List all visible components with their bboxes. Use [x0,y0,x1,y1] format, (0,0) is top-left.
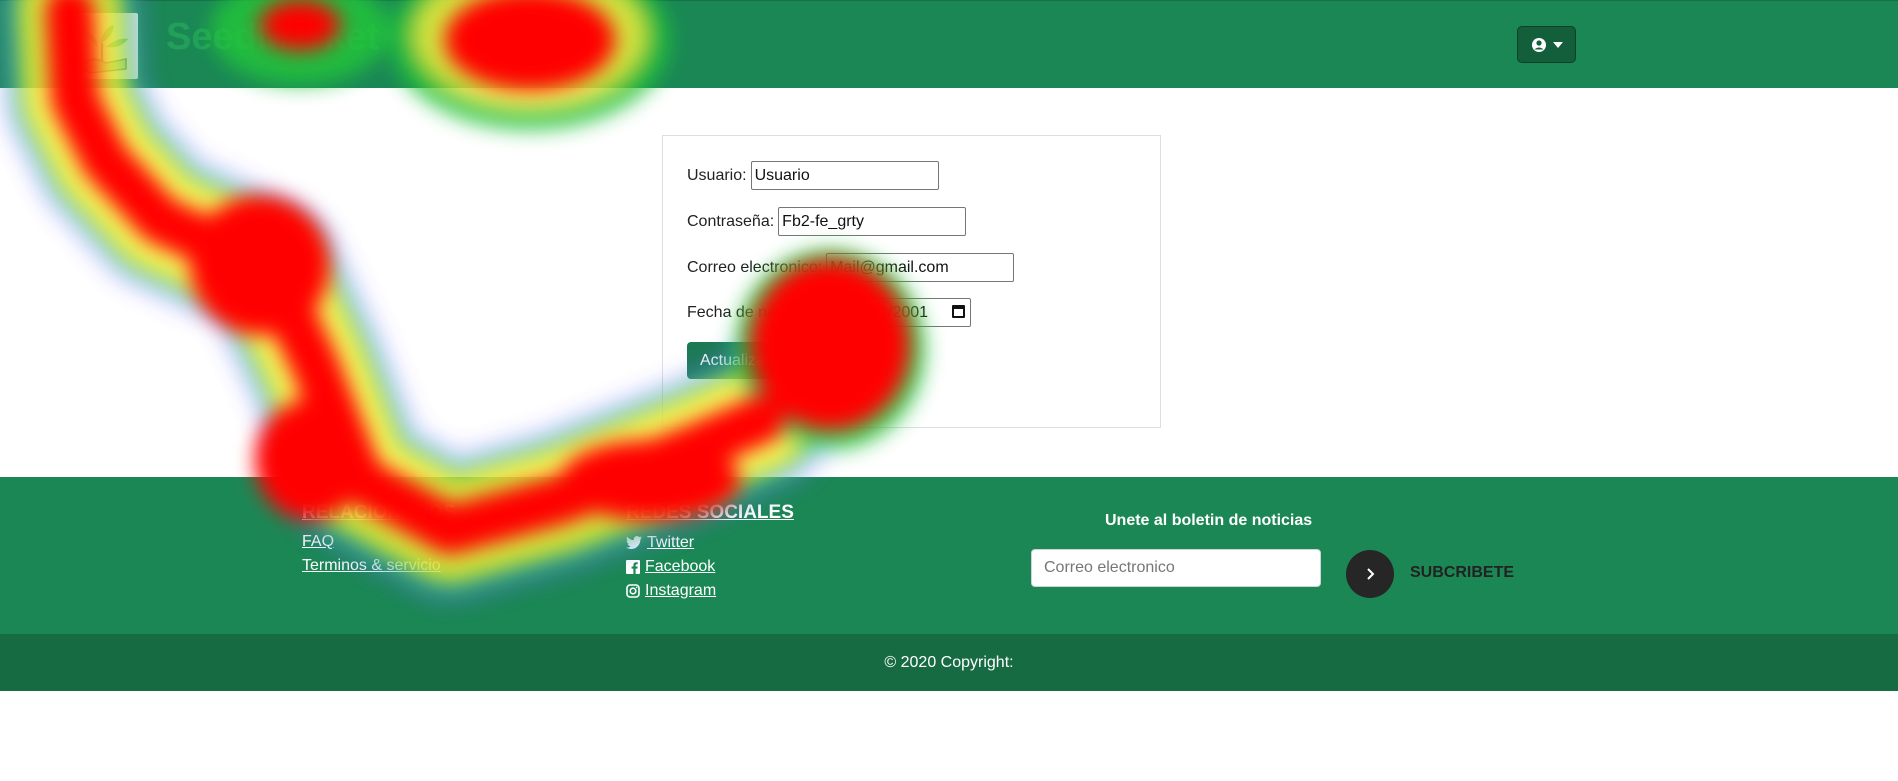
faq-link[interactable]: FAQ [302,533,335,550]
user-circle-icon [1531,37,1546,52]
birthdate-wrapper [843,298,971,327]
twitter-label: Twitter [647,534,695,551]
facebook-link[interactable]: Facebook [626,558,715,576]
copyright-bar: © 2020 Copyright: [0,634,1898,691]
user-menu-button[interactable] [1517,26,1576,63]
chevron-right-icon [1367,568,1375,580]
subscribe-label[interactable]: SUBCRIBETE [1410,564,1515,581]
profile-form-card: Usuario: Contraseña: Correo electronico:… [662,135,1161,428]
twitter-icon [626,536,642,550]
newsletter-title: Unete al boletin de noticias [1105,512,1313,529]
logo-icon[interactable] [70,13,138,79]
footer: RELACIONADOS FAQ Terminos & servicio RED… [0,477,1898,634]
password-label: Contraseña: [687,212,775,230]
related-title: RELACIONADOS [302,502,457,523]
facebook-icon [626,560,640,574]
facebook-label: Facebook [645,558,716,575]
birthdate-row: Fecha de nacimiento: [687,298,971,327]
birthdate-label: Fecha de nacimiento: [687,303,840,321]
twitter-link[interactable]: Twitter [626,534,694,552]
username-field[interactable] [750,161,939,190]
instagram-label: Instagram [645,582,717,599]
update-button[interactable]: Actualizar [687,342,807,379]
email-label: Correo electronico: [687,258,823,276]
terms-link[interactable]: Terminos & servicio [302,557,441,574]
copyright-text: © 2020 Copyright: [884,653,1014,671]
brand-name[interactable]: SeedMarket [166,16,380,58]
instagram-link[interactable]: Instagram [626,582,716,600]
newsletter-email-input[interactable]: Correo electronico [1031,549,1321,587]
caret-down-icon [1552,41,1563,48]
email-row: Correo electronico: [687,253,1015,282]
instagram-icon [626,584,640,598]
subscribe-arrow-button[interactable] [1346,550,1394,598]
navbar: SeedMarket [0,0,1898,88]
email-field[interactable] [826,253,1015,282]
password-field[interactable] [778,207,967,236]
social-title: REDES SOCIALES [626,502,794,523]
calendar-icon[interactable] [951,305,965,318]
username-row: Usuario: [687,161,939,190]
username-label: Usuario: [687,166,747,184]
password-row: Contraseña: [687,207,967,236]
